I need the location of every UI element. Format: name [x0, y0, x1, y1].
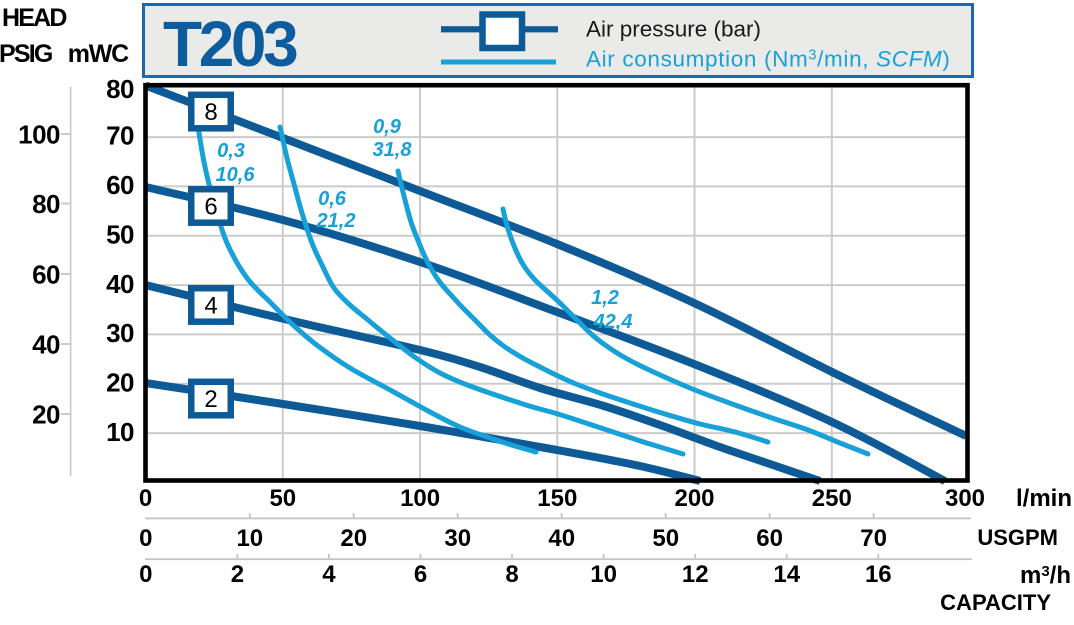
svg-text:Air consumption (Nm3/min, SCFM: Air consumption (Nm3/min, SCFM): [586, 47, 951, 72]
svg-text:70: 70: [106, 120, 134, 150]
svg-text:4: 4: [322, 561, 336, 588]
svg-text:CAPACITY: CAPACITY: [940, 590, 1051, 615]
svg-text:0: 0: [139, 561, 152, 588]
svg-text:14: 14: [773, 561, 800, 588]
svg-text:10: 10: [236, 525, 263, 552]
svg-text:60: 60: [106, 170, 134, 200]
svg-text:16: 16: [865, 561, 892, 588]
svg-text:2: 2: [204, 386, 217, 413]
svg-text:10,6: 10,6: [216, 164, 256, 186]
svg-text:0: 0: [139, 525, 152, 552]
svg-text:20: 20: [340, 525, 367, 552]
svg-text:30: 30: [444, 525, 471, 552]
svg-text:42,4: 42,4: [593, 311, 633, 333]
svg-text:21,2: 21,2: [316, 210, 356, 232]
svg-text:50: 50: [269, 485, 296, 512]
svg-text:100: 100: [400, 485, 440, 512]
svg-text:8: 8: [204, 99, 217, 126]
svg-text:40: 40: [106, 269, 134, 299]
svg-text:6: 6: [414, 561, 427, 588]
svg-text:6: 6: [204, 194, 217, 221]
svg-text:2: 2: [231, 561, 244, 588]
svg-text:100: 100: [18, 120, 60, 150]
svg-text:l/min: l/min: [1016, 485, 1072, 512]
svg-text:200: 200: [674, 485, 714, 512]
svg-text:10: 10: [590, 561, 617, 588]
svg-text:PSIG: PSIG: [0, 40, 52, 68]
svg-text:10: 10: [106, 417, 134, 447]
svg-text:T203: T203: [163, 8, 297, 80]
svg-text:40: 40: [548, 525, 575, 552]
svg-text:80: 80: [106, 74, 134, 104]
svg-text:USGPM: USGPM: [977, 525, 1058, 550]
svg-text:20: 20: [106, 368, 134, 398]
svg-text:40: 40: [32, 330, 60, 360]
svg-text:8: 8: [505, 561, 518, 588]
svg-text:300: 300: [945, 485, 985, 512]
svg-text:20: 20: [32, 400, 60, 430]
svg-text:60: 60: [756, 525, 783, 552]
svg-text:4: 4: [204, 293, 217, 320]
svg-text:30: 30: [106, 318, 134, 348]
svg-text:0,9: 0,9: [373, 116, 402, 138]
svg-text:Air pressure (bar): Air pressure (bar): [586, 17, 761, 42]
svg-text:31,8: 31,8: [373, 139, 413, 161]
svg-text:70: 70: [860, 525, 887, 552]
svg-text:250: 250: [812, 485, 852, 512]
svg-text:1,2: 1,2: [591, 287, 619, 309]
svg-text:150: 150: [537, 485, 577, 512]
svg-text:mWC: mWC: [68, 40, 129, 68]
svg-text:0,6: 0,6: [318, 188, 347, 210]
svg-text:0: 0: [139, 485, 152, 512]
svg-text:12: 12: [682, 561, 709, 588]
svg-text:HEAD: HEAD: [2, 4, 66, 32]
svg-text:60: 60: [32, 260, 60, 290]
svg-text:50: 50: [652, 525, 679, 552]
svg-text:0,3: 0,3: [217, 140, 245, 162]
svg-text:50: 50: [106, 219, 134, 249]
svg-text:80: 80: [32, 189, 60, 219]
